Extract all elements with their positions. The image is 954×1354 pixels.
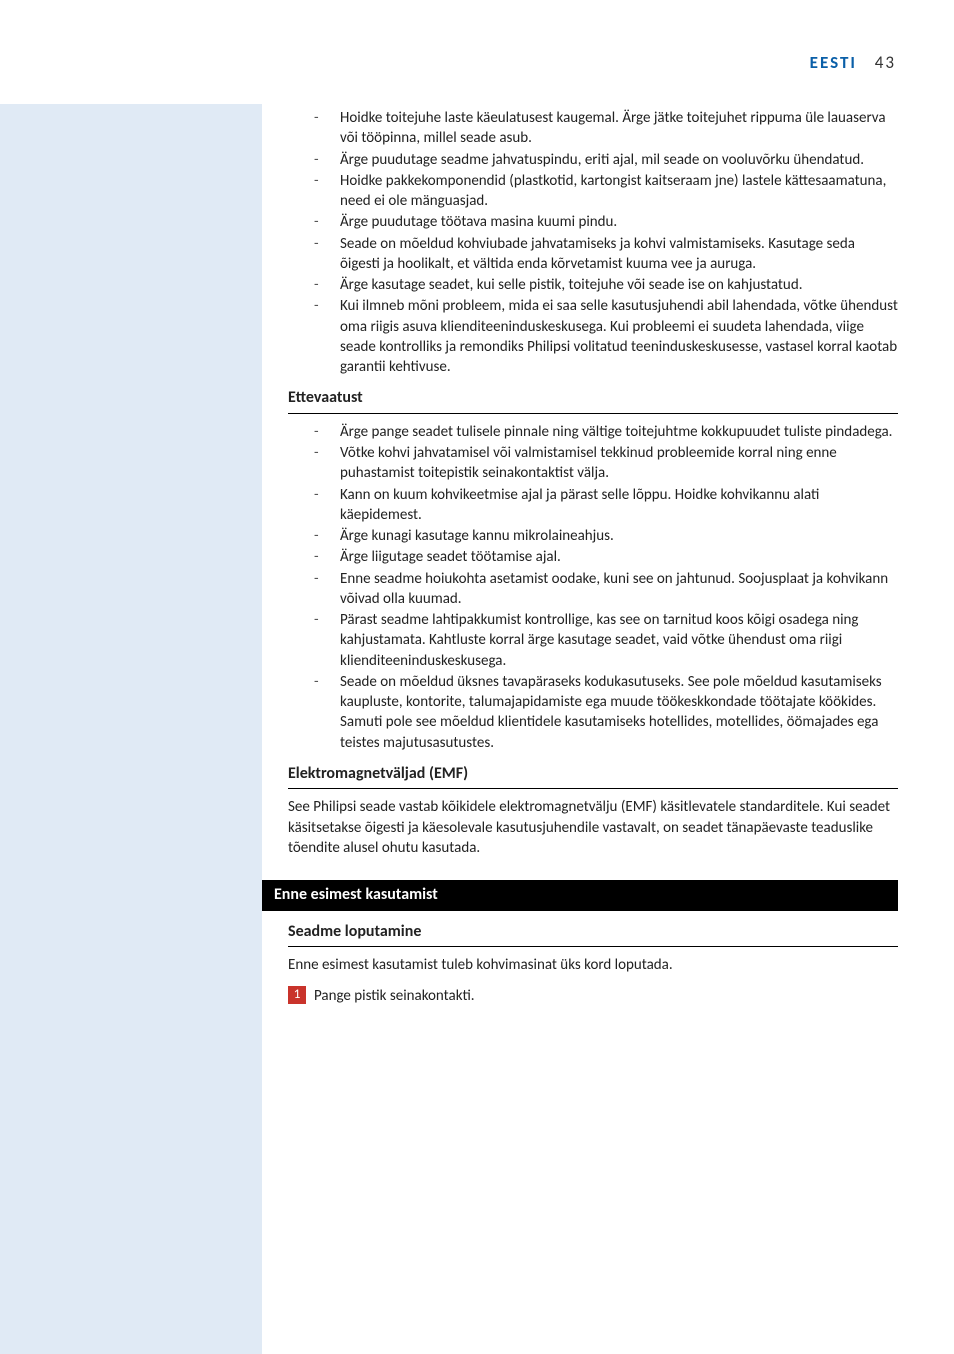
dash-icon: - [314,526,340,546]
list-item: -Seade on mõeldud kohviubade jahvatamise… [314,234,898,275]
list-item: -Võtke kohvi jahvatamisel või valmistami… [314,443,898,484]
list-text: Ärge liigutage seadet töötamise ajal. [340,547,898,567]
list-text: Ärge kasutage seadet, kui selle pistik, … [340,275,898,295]
list-text: Ärge puudutage töötava masina kuumi pind… [340,212,898,232]
dash-icon: - [314,443,340,484]
dash-icon: - [314,485,340,526]
list-item: -Kann on kuum kohvikeetmise ajal ja pära… [314,485,898,526]
list-item: -Pärast seadme lahtipakkumist kontrollig… [314,610,898,671]
emf-paragraph: See Philipsi seade vastab kõikidele elek… [288,797,898,858]
dash-icon: - [314,150,340,170]
section-bar-before-first-use: Enne esimest kasutamist [262,880,898,911]
dash-icon: - [314,296,340,377]
step-1: 1 Pange pistik seinakontakti. [288,986,898,1006]
list-text: Ärge kunagi kasutage kannu mikrolaineahj… [340,526,898,546]
step-text: Pange pistik seinakontakti. [314,986,475,1006]
sidebar-tint [0,104,262,1354]
list-text: Võtke kohvi jahvatamisel või valmistamis… [340,443,898,484]
heading-caution: Ettevaatust [288,387,898,409]
dash-icon: - [314,569,340,610]
list-item: -Enne seadme hoiukohta asetamist oodake,… [314,569,898,610]
list-text: Seade on mõeldud üksnes tavapäraseks kod… [340,672,898,753]
list-text: Hoidke toitejuhe laste käeulatusest kaug… [340,108,898,149]
list-item: -Ärge liigutage seadet töötamise ajal. [314,547,898,567]
flush-paragraph: Enne esimest kasutamist tuleb kohvimasin… [288,955,898,975]
list-text: Hoidke pakkekomponendid (plastkotid, kar… [340,171,898,212]
list-item: -Ärge pange seadet tulisele pinnale ning… [314,422,898,442]
list-text: Ärge puudutage seadme jahvatuspindu, eri… [340,150,898,170]
divider [288,413,898,414]
warning-list-1: -Hoidke toitejuhe laste käeulatusest kau… [314,108,898,377]
heading-emf: Elektromagnetväljad (EMF) [288,763,898,785]
page-header: EESTI 43 [810,52,896,75]
list-item: -Kui ilmneb mõni probleem, mida ei saa s… [314,296,898,377]
caution-list: -Ärge pange seadet tulisele pinnale ning… [314,422,898,753]
dash-icon: - [314,275,340,295]
dash-icon: - [314,422,340,442]
list-item: -Ärge kasutage seadet, kui selle pistik,… [314,275,898,295]
dash-icon: - [314,108,340,149]
list-text: Enne seadme hoiukohta asetamist oodake, … [340,569,898,610]
divider [288,788,898,789]
list-item: -Ärge puudutage töötava masina kuumi pin… [314,212,898,232]
list-item: -Hoidke pakkekomponendid (plastkotid, ka… [314,171,898,212]
list-text: Seade on mõeldud kohviubade jahvatamisek… [340,234,898,275]
dash-icon: - [314,672,340,753]
list-item: -Seade on mõeldud üksnes tavapäraseks ko… [314,672,898,753]
list-text: Pärast seadme lahtipakkumist kontrollige… [340,610,898,671]
dash-icon: - [314,171,340,212]
page-content: -Hoidke toitejuhe laste käeulatusest kau… [288,108,898,1012]
heading-flush: Seadme loputamine [288,921,898,943]
dash-icon: - [314,547,340,567]
list-text: Kui ilmneb mõni probleem, mida ei saa se… [340,296,898,377]
header-page-number: 43 [875,52,896,73]
list-item: -Ärge kunagi kasutage kannu mikrolaineah… [314,526,898,546]
dash-icon: - [314,212,340,232]
dash-icon: - [314,234,340,275]
list-item: -Ärge puudutage seadme jahvatuspindu, er… [314,150,898,170]
list-text: Ärge pange seadet tulisele pinnale ning … [340,422,898,442]
dash-icon: - [314,610,340,671]
step-number-badge: 1 [288,986,306,1004]
divider [288,946,898,947]
list-item: -Hoidke toitejuhe laste käeulatusest kau… [314,108,898,149]
header-language: EESTI [810,52,857,73]
list-text: Kann on kuum kohvikeetmise ajal ja päras… [340,485,898,526]
